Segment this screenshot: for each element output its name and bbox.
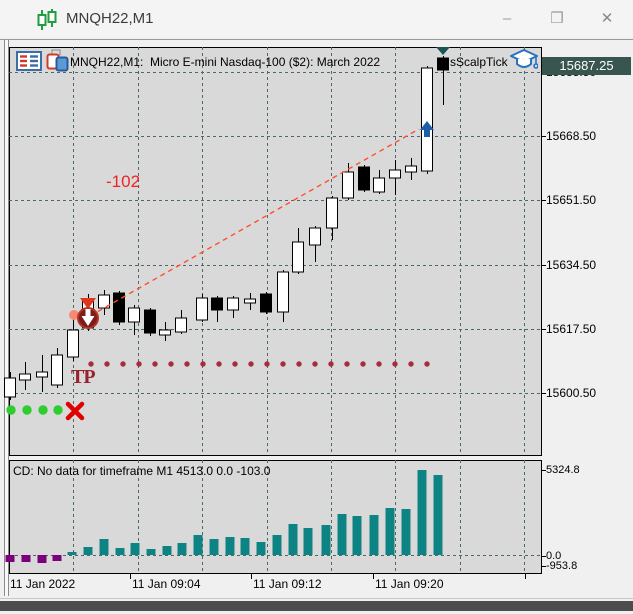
bottom-hairline [0,598,633,599]
main-chart-panel[interactable] [9,47,541,455]
titlebar: MNQH22,M1 – ❒ ✕ [0,0,633,38]
window-title: MNQH22,M1 [66,10,154,27]
titlebar-separator [0,39,633,40]
minimize-button[interactable]: – [494,6,520,32]
price-axis-label: 15617.50 [546,322,596,336]
price-axis-label: 15600.50 [546,386,596,400]
indicator-panel[interactable] [9,460,541,573]
price-axis-label: 15685.50 [546,65,596,79]
price-axis-label: 15651.50 [546,193,596,207]
window-bottom-strip [0,601,633,611]
time-axis-label: 11 Jan 09:04 [132,577,201,591]
time-axis-label: 11 Jan 2022 [10,577,75,591]
indicator-axis-label: 0.0 [546,550,561,562]
price-axis-label: 15668.50 [546,129,596,143]
price-axis-label: 15634.50 [546,258,596,272]
indicator-axis-label: 5324.8 [546,464,580,476]
candlestick-logo-icon [36,9,58,36]
chart-window: MNQH22,M1 – ❒ ✕ [0,0,633,614]
time-axis-label: 11 Jan 09:20 [375,577,444,591]
indicator-axis-label: -953.8 [546,560,577,572]
time-axis-label: 11 Jan 09:12 [253,577,322,591]
maximize-button[interactable]: ❒ [544,6,570,32]
close-button[interactable]: ✕ [594,6,620,32]
current-price-badge: 15687.25 [542,57,631,75]
